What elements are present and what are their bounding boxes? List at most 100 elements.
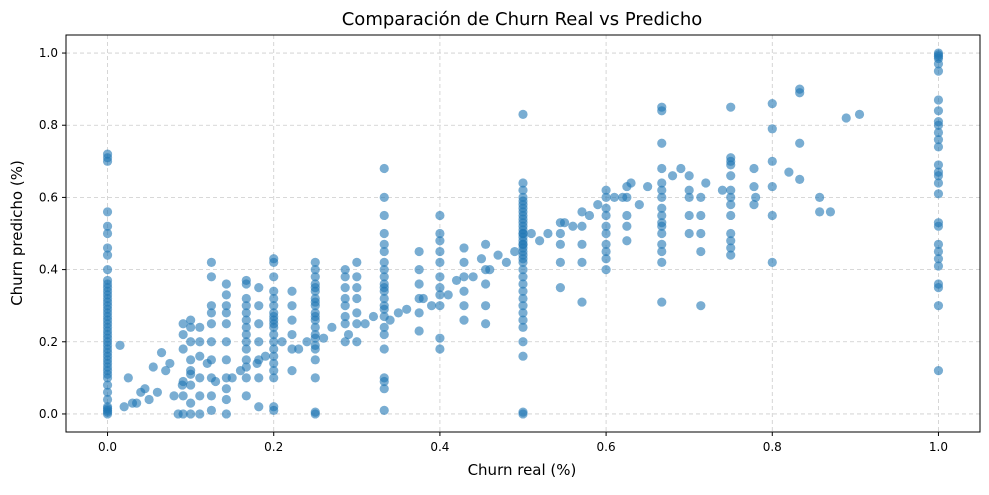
scatter-point bbox=[435, 333, 445, 343]
scatter-point bbox=[173, 409, 183, 419]
scatter-point bbox=[140, 384, 150, 394]
scatter-point bbox=[241, 315, 251, 325]
scatter-point bbox=[657, 257, 667, 267]
scatter-point bbox=[241, 355, 251, 365]
scatter-point bbox=[518, 178, 528, 188]
scatter-point bbox=[767, 257, 777, 267]
scatter-point bbox=[518, 246, 528, 257]
scatter-point bbox=[132, 398, 142, 408]
scatter-point bbox=[435, 257, 445, 267]
scatter-point bbox=[510, 246, 520, 257]
scatter-point bbox=[657, 246, 667, 257]
scatter-point bbox=[933, 178, 944, 188]
scatter-point bbox=[310, 373, 320, 383]
scatter-point bbox=[102, 264, 113, 275]
scatter-point bbox=[609, 192, 620, 203]
scatter-point bbox=[360, 319, 370, 329]
scatter-point bbox=[726, 250, 736, 260]
scatter-point bbox=[518, 286, 528, 296]
y-tick-label: 0.6 bbox=[39, 190, 58, 204]
scatter-point bbox=[269, 329, 279, 340]
scatter-point bbox=[144, 394, 154, 405]
scatter-point bbox=[102, 403, 113, 414]
scatter-point bbox=[340, 301, 350, 311]
scatter-point bbox=[481, 239, 491, 249]
scatter-point bbox=[933, 167, 944, 177]
scatter-point bbox=[459, 257, 469, 267]
scatter-point bbox=[634, 200, 644, 210]
scatter-point bbox=[178, 391, 188, 401]
x-tick-label: 0.8 bbox=[763, 440, 782, 454]
scatter-point bbox=[269, 286, 279, 296]
scatter-point bbox=[577, 207, 587, 217]
scatter-point bbox=[352, 308, 362, 318]
scatter-point bbox=[393, 308, 403, 318]
scatter-point bbox=[206, 308, 217, 318]
x-tick-label: 1.0 bbox=[929, 440, 948, 454]
scatter-point bbox=[368, 311, 379, 322]
scatter-point bbox=[186, 355, 196, 365]
scatter-point bbox=[414, 246, 424, 257]
scatter-point bbox=[933, 218, 944, 228]
scatter-point bbox=[767, 181, 777, 192]
scatter-point bbox=[269, 319, 279, 329]
scatter-point bbox=[379, 329, 389, 340]
scatter-point bbox=[435, 344, 445, 354]
scatter-point bbox=[518, 228, 528, 239]
scatter-point bbox=[269, 301, 279, 311]
scatter-point bbox=[169, 391, 179, 401]
x-axis-ticks: 0.0 0.2 0.4 0.6 0.8 1.0 bbox=[98, 432, 948, 454]
scatter-point bbox=[310, 311, 320, 322]
scatter-point bbox=[518, 407, 528, 417]
scatter-point bbox=[178, 319, 188, 329]
scatter-point bbox=[518, 337, 528, 347]
scatter-point bbox=[310, 355, 320, 365]
scatter-point bbox=[696, 246, 706, 257]
scatter-point bbox=[186, 380, 196, 390]
scatter-point bbox=[221, 355, 231, 365]
scatter-point bbox=[657, 163, 667, 174]
scatter-point bbox=[435, 301, 445, 311]
scatter-point bbox=[657, 178, 667, 188]
scatter-point bbox=[795, 138, 805, 148]
scatter-point bbox=[418, 293, 428, 304]
scatter-point bbox=[476, 254, 487, 264]
scatter-point bbox=[241, 308, 251, 318]
scatter-point bbox=[717, 185, 728, 195]
scatter-point bbox=[123, 373, 133, 383]
scatter-point bbox=[601, 203, 611, 213]
scatter-point bbox=[302, 337, 312, 347]
scatter-point bbox=[241, 344, 251, 354]
scatter-point bbox=[186, 369, 196, 379]
scatter-point bbox=[294, 344, 304, 354]
scatter-point bbox=[115, 340, 125, 350]
scatter-point bbox=[186, 337, 196, 347]
scatter-point bbox=[815, 192, 825, 203]
scatter-point bbox=[260, 351, 271, 361]
scatter-point bbox=[310, 340, 320, 350]
scatter-point bbox=[379, 210, 389, 221]
scatter-point bbox=[352, 319, 362, 329]
scatter-point bbox=[459, 272, 469, 282]
scatter-point bbox=[726, 185, 736, 195]
scatter-point bbox=[518, 203, 528, 213]
scatter-point bbox=[749, 181, 759, 192]
scatter-point bbox=[343, 329, 354, 340]
scatter-point bbox=[254, 402, 264, 412]
scatter-point bbox=[379, 239, 389, 249]
scatter-point bbox=[310, 257, 320, 267]
scatter-point bbox=[518, 351, 528, 361]
scatter-point bbox=[696, 210, 706, 221]
scatter-point bbox=[543, 228, 553, 239]
scatter-point bbox=[252, 358, 262, 369]
scatter-point bbox=[684, 228, 694, 239]
y-tick-label: 0.0 bbox=[39, 407, 58, 421]
y-tick-label: 0.2 bbox=[39, 335, 58, 349]
scatter-point bbox=[643, 181, 653, 192]
scatter-point bbox=[379, 272, 389, 282]
scatter-point bbox=[933, 254, 944, 264]
x-tick-label: 0.4 bbox=[430, 440, 449, 454]
scatter-point bbox=[815, 207, 825, 217]
